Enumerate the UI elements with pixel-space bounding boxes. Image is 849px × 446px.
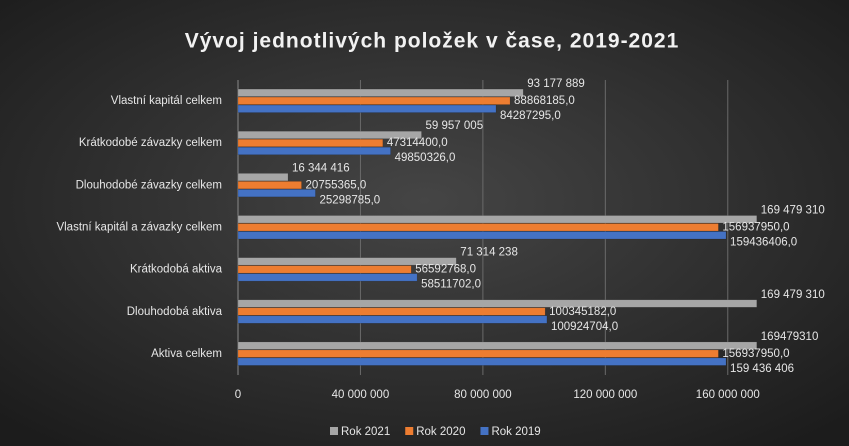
data-label: 58511702,0 [421,279,481,291]
data-label: 169 479 310 [761,205,825,217]
data-label: 88868185,0 [514,95,575,107]
bar [237,104,497,113]
y-tick-label: Dlouhodobé závazky celkem [76,179,222,191]
data-label: 169479310 [761,331,819,343]
y-tick-label: Vlastní kapitál celkem [111,95,222,107]
legend-label: Rok 2019 [491,426,540,438]
data-label: 159 436 406 [730,363,794,375]
data-label: 156937950,0 [722,222,789,234]
chart-title: Vývoj jednotlivých položek v čase, 2019-… [185,30,680,53]
data-label: 49850326,0 [395,152,456,164]
bar [237,299,758,308]
y-tick-label: Krátkodobé závazky celkem [79,137,222,149]
legend-swatch [480,427,489,435]
x-tick-label: 40 000 000 [332,389,390,401]
bar [237,349,719,358]
legend-swatch [405,427,414,435]
x-tick-label: 0 [235,389,241,401]
bar [237,257,457,266]
data-label: 84287295,0 [500,110,561,122]
legend-label: Rok 2021 [341,426,390,438]
x-tick-label: 120 000 000 [573,389,637,401]
data-label: 71 314 238 [460,247,518,259]
legend-label: Rok 2020 [416,426,465,438]
bar [237,315,548,324]
data-label: 100345182,0 [549,306,616,318]
data-label: 56592768,0 [415,264,476,276]
bar [237,215,758,224]
data-label: 25298785,0 [319,194,380,206]
bar [237,88,524,97]
y-tick-label: Aktiva celkem [151,348,222,360]
bar [237,130,422,139]
data-label: 156937950,0 [722,348,789,360]
legend-swatch [330,427,338,435]
data-label: 159436406,0 [730,237,797,249]
data-label: 20755365,0 [306,179,367,191]
data-label: 59 957 005 [426,120,484,132]
y-tick-label: Dlouhodobá aktiva [127,306,223,318]
data-label: 16 344 416 [292,162,350,174]
bar [237,173,289,182]
bar [237,223,719,232]
bar [237,265,412,274]
data-label: 93 177 889 [527,78,585,90]
data-label: 169 479 310 [761,289,825,301]
data-label: 47314400,0 [387,137,448,149]
bar [237,231,727,240]
bar [237,357,727,366]
bar [237,138,384,147]
y-tick-label: Krátkodobá aktiva [130,264,223,276]
bar [237,189,316,198]
bar [237,146,391,155]
x-tick-label: 80 000 000 [454,389,512,401]
data-label: 100924704,0 [551,321,618,333]
bar [237,96,511,105]
bar [237,181,302,190]
bar [237,341,758,350]
x-tick-label: 160 000 000 [696,389,760,401]
bar [237,307,546,316]
bar [237,273,418,282]
y-tick-label: Vlastní kapitál a závazky celkem [56,222,222,234]
